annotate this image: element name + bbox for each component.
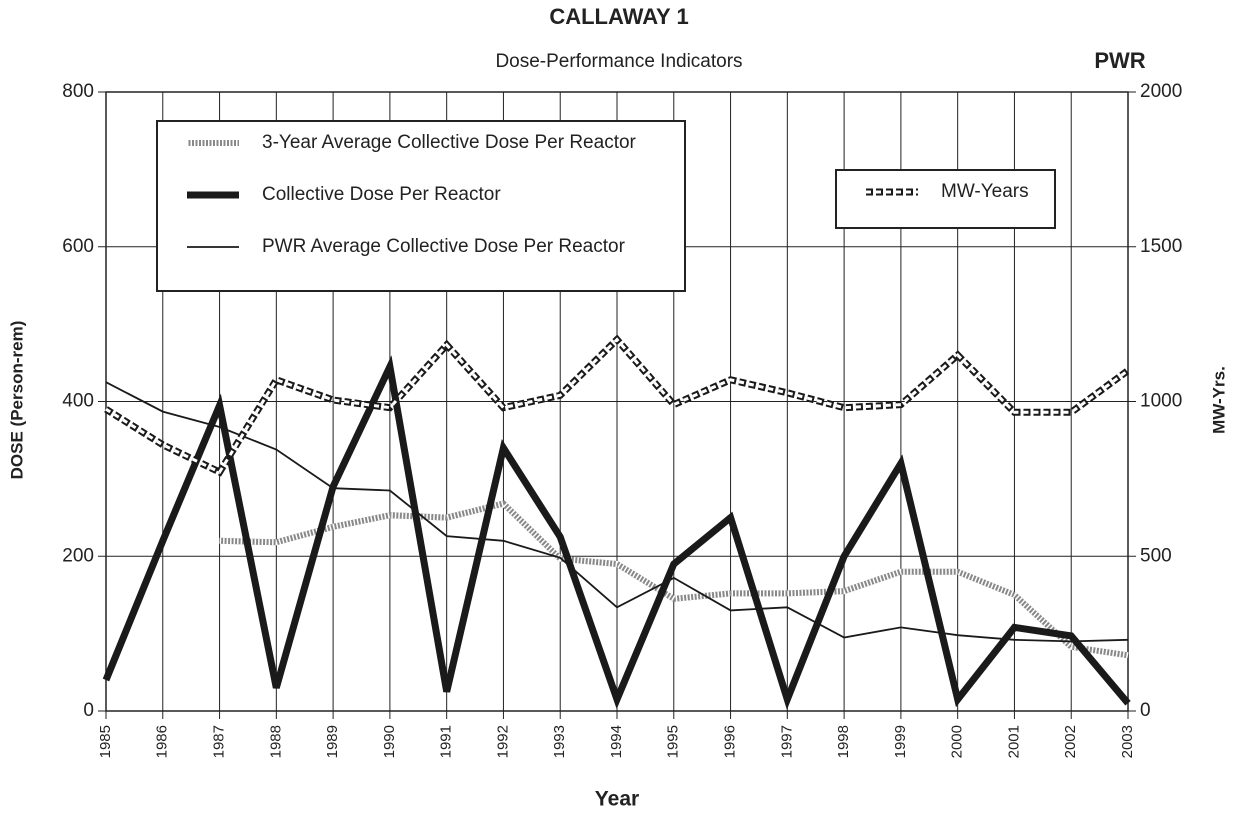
x-axis-label: Year — [595, 788, 639, 811]
x-tick-label: 1990 — [381, 725, 398, 758]
x-tick-label: 1985 — [97, 725, 114, 758]
y2-tick-label: 2000 — [1140, 81, 1182, 102]
y-axis-label: DOSE (Person-rem) — [7, 321, 26, 480]
chart-title: CALLAWAY 1 — [549, 4, 688, 29]
legend-box — [156, 120, 686, 292]
legend: MW-Years — [835, 169, 1056, 229]
y2-axis-label: MW-Yrs. — [1209, 366, 1228, 434]
x-tick-label: 1994 — [608, 725, 625, 758]
x-tick-label: 2001 — [1005, 725, 1022, 758]
y-tick-label: 600 — [62, 236, 94, 257]
y-tick-label: 200 — [62, 545, 94, 566]
legend-label: PWR Average Collective Dose Per Reactor — [262, 236, 626, 257]
x-tick-label: 1997 — [778, 725, 795, 758]
x-tick-label: 1999 — [892, 725, 909, 758]
x-tick-label: 1998 — [835, 725, 852, 758]
x-tick-label: 1989 — [324, 725, 341, 758]
y-tick-label: 0 — [83, 700, 94, 721]
legend-label: MW-Years — [941, 181, 1029, 202]
series-line — [105, 381, 1129, 643]
x-tick-label: 2002 — [1062, 725, 1079, 758]
legend-label: Collective Dose Per Reactor — [262, 184, 501, 205]
x-tick-label: 1988 — [267, 725, 284, 758]
series-line-pattern — [105, 337, 1129, 475]
legend: 3-Year Average Collective Dose Per React… — [156, 120, 686, 292]
y2-tick-label: 1500 — [1140, 236, 1182, 257]
y-tick-label: 800 — [62, 81, 94, 102]
x-tick-label: 1992 — [494, 725, 511, 758]
y2-tick-label: 500 — [1140, 545, 1172, 566]
x-tick-label: 1995 — [665, 725, 682, 758]
x-tick-label: 1996 — [722, 725, 739, 758]
legend-label: 3-Year Average Collective Dose Per React… — [262, 132, 637, 153]
chart-subtitle: Dose-Performance Indicators — [495, 51, 742, 72]
x-tick-label: 1987 — [211, 725, 228, 758]
y2-tick-label: 1000 — [1140, 391, 1182, 412]
annotation: PWR — [1094, 48, 1145, 73]
x-tick-label: 2003 — [1119, 725, 1136, 758]
y2-tick-label: 0 — [1140, 700, 1151, 721]
plot-frame — [105, 91, 1129, 712]
y-tick-label: 400 — [62, 391, 94, 412]
x-tick-label: 1993 — [551, 725, 568, 758]
series-line-pattern — [219, 500, 1129, 659]
x-tick-label: 2000 — [949, 725, 966, 758]
series-line — [102, 355, 1131, 710]
x-tick-label: 1991 — [438, 725, 455, 758]
legend-box — [835, 169, 1056, 229]
x-tick-label: 1986 — [154, 725, 171, 758]
